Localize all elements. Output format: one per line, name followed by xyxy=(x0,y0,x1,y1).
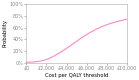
Y-axis label: Probability: Probability xyxy=(2,19,7,47)
X-axis label: Cost per QALY threshold: Cost per QALY threshold xyxy=(45,73,108,78)
